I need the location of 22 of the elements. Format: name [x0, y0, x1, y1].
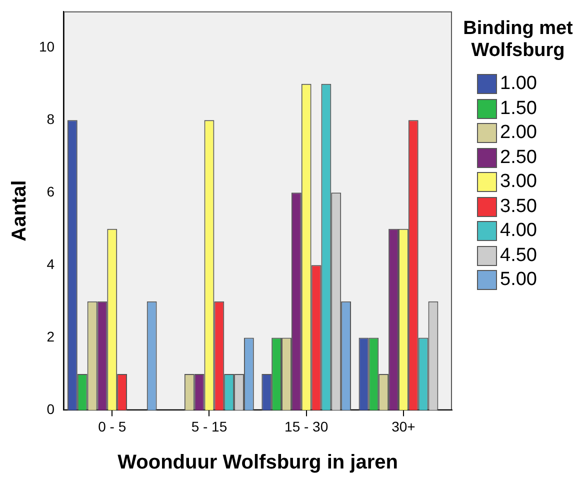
y-axis-title: Aantal	[8, 180, 31, 242]
legend-label: 3.50	[500, 196, 537, 218]
legend-label: 1.00	[500, 73, 537, 96]
y-tick-label: 8	[46, 111, 55, 128]
x-tick-label: 0 - 5	[98, 418, 126, 434]
x-tick-label: 5 - 15	[191, 418, 228, 434]
legend-label: 5.00	[500, 269, 537, 292]
y-tick-label: 2	[46, 328, 55, 345]
x-axis-title: Woonduur Wolfsburg in jaren	[118, 452, 398, 474]
legend-title: Binding met Wolfsburg	[462, 18, 574, 62]
y-tick-label: 0	[46, 401, 55, 418]
legend-label: 1.50	[500, 98, 537, 120]
legend-label: 2.50	[500, 146, 537, 169]
y-tick-label: 10	[38, 38, 55, 55]
legend-label: 4.50	[500, 244, 537, 267]
legend-label: 2.00	[500, 122, 537, 144]
y-tick-label: 6	[46, 184, 55, 200]
x-tick-label: 30+	[392, 418, 416, 434]
legend-label: 4.00	[500, 220, 537, 242]
legend-label: 3.00	[500, 171, 537, 194]
x-tick-label: 15 - 30	[284, 418, 328, 434]
y-tick-label: 4	[46, 256, 55, 272]
